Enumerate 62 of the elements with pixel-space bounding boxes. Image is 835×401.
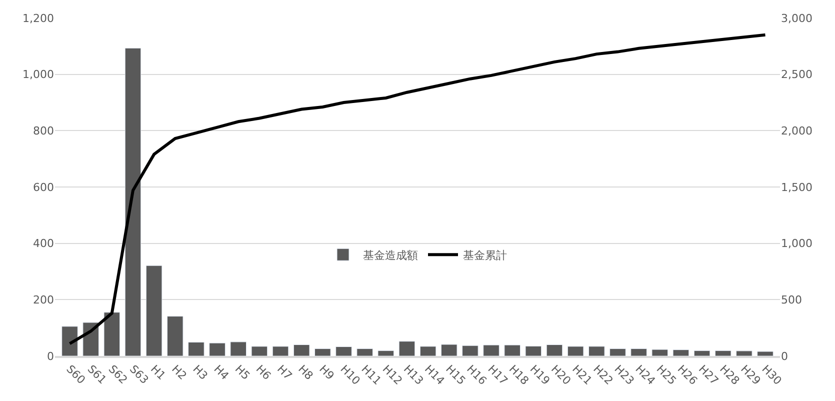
bar	[104, 312, 120, 356]
x-tick-label: S60	[64, 362, 88, 387]
x-tick-label: H6	[253, 362, 274, 383]
legend-label: 基金造成額	[363, 248, 418, 262]
bar	[62, 326, 78, 356]
bar	[398, 341, 416, 356]
bar	[166, 316, 184, 356]
bar	[546, 344, 563, 356]
y2-tick-label: 1,500	[781, 180, 812, 194]
bar	[694, 350, 710, 356]
bar	[483, 344, 500, 356]
bar	[336, 346, 352, 356]
bar	[440, 344, 458, 356]
x-tick-label: H1	[148, 362, 168, 383]
y2-tick-label: 3,000	[781, 12, 812, 25]
bar	[714, 350, 732, 356]
legend-label: 基金累計	[463, 248, 507, 262]
bar	[209, 342, 226, 356]
bar	[630, 348, 647, 356]
bar	[525, 346, 542, 356]
y2-tick-label: 2,000	[781, 124, 812, 138]
bar	[652, 349, 668, 356]
x-tick-label: H9	[316, 362, 337, 383]
bar	[146, 265, 162, 356]
bar	[251, 346, 268, 356]
bar	[610, 348, 626, 356]
bar	[462, 345, 478, 356]
x-tick-label: H27	[696, 362, 721, 388]
y2-tick-label: 2,500	[781, 68, 812, 82]
bar	[124, 48, 142, 356]
bar	[356, 348, 373, 356]
bar	[230, 342, 247, 356]
x-tick-label: H7	[274, 362, 294, 383]
y2-tick-label: 1,000	[781, 237, 812, 250]
x-tick-label: H3	[190, 362, 210, 383]
bar	[272, 346, 289, 356]
x-tick-label: H4	[211, 362, 232, 383]
bar	[293, 344, 310, 356]
y-tick-label: 0	[47, 350, 54, 363]
x-tick-label: H8	[296, 362, 316, 383]
y-tick-label: 800	[33, 124, 54, 138]
y-tick-label: 1,000	[22, 68, 54, 82]
y-tick-label: 1,200	[22, 12, 54, 25]
bar	[420, 346, 436, 356]
bar	[504, 344, 520, 356]
line-series	[68, 33, 767, 346]
y-tick-label: 400	[33, 237, 54, 250]
bar	[188, 342, 204, 356]
y2-tick-label: 0	[781, 350, 788, 363]
x-tick-label: H2	[169, 362, 190, 383]
bar	[736, 350, 752, 356]
y2-tick-label: 500	[781, 294, 802, 307]
bar	[672, 350, 690, 356]
bar	[314, 348, 331, 356]
x-tick-label: H5	[232, 362, 252, 383]
y-tick-label: 200	[33, 294, 54, 307]
x-tick-label: H17	[485, 362, 510, 388]
bar	[567, 346, 584, 356]
bar	[757, 351, 774, 356]
y-tick-label: 600	[33, 180, 54, 194]
bar	[378, 350, 394, 356]
bar	[588, 346, 605, 356]
